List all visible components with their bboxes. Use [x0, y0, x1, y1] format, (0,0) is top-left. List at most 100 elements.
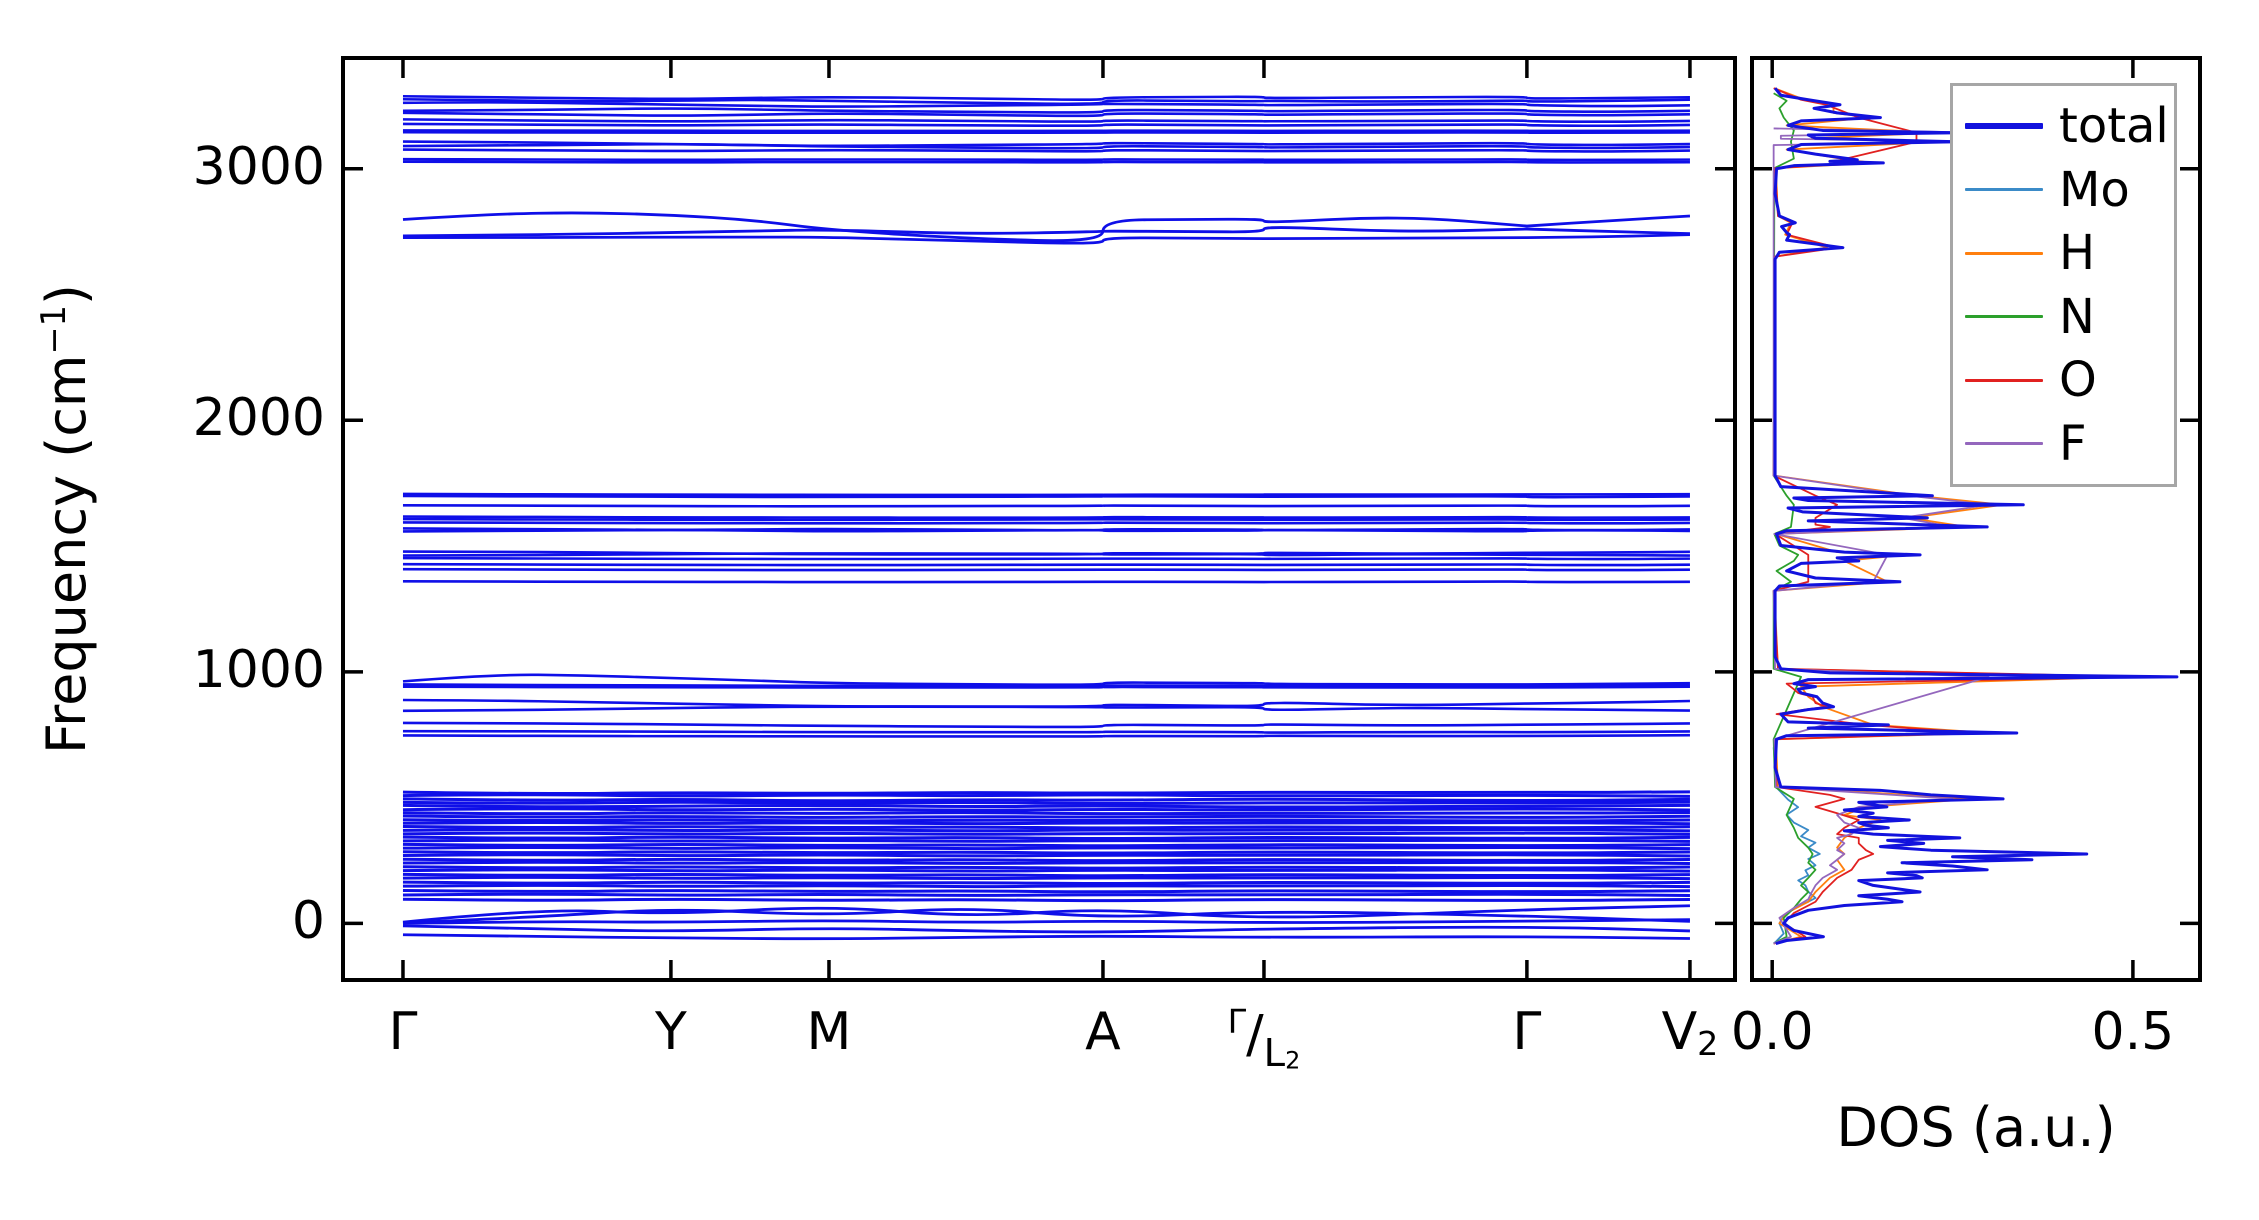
band-line-dense-lattice: [402, 842, 1690, 848]
band-line-bend-1400-1700: [402, 567, 1690, 572]
band-line-dense-lattice: [402, 888, 1690, 894]
band-line-dense-lattice: [402, 872, 1690, 878]
band-structure-lines: [402, 94, 1691, 941]
band-line-dense-lattice: [402, 821, 1690, 826]
y-tick-label-1000: 1000: [192, 639, 325, 700]
band-line-nh-oh-stretch: [402, 157, 1690, 162]
band-line-nh-oh-stretch: [402, 122, 1690, 128]
legend-item-F: F: [1953, 415, 2174, 473]
band-line-lib-750-990: [402, 705, 1690, 713]
band-line-dense-lattice: [402, 825, 1690, 830]
band-line-dense-lattice: [402, 810, 1690, 816]
band-line-nh-oh-stretch: [402, 101, 1690, 108]
band-line-dense-lattice: [402, 793, 1690, 798]
band-line-lib-750-990: [402, 733, 1690, 738]
band-line-dense-lattice: [402, 790, 1690, 796]
tick-label-segment: Γ: [1227, 1002, 1247, 1041]
band-line-nh-oh-stretch: [402, 94, 1690, 101]
band-line-dense-lattice: [402, 857, 1690, 863]
band-line-bend-1400-1700: [402, 556, 1690, 561]
tick-label-segment: /: [1246, 1004, 1264, 1065]
band-line-nh-oh-stretch: [402, 107, 1690, 114]
band-line-dense-lattice: [402, 797, 1690, 803]
k-tick-label-0: Γ: [293, 1003, 513, 1061]
band-line-dense-lattice: [402, 807, 1690, 812]
k-tick-label-5: Γ: [1417, 1002, 1637, 1062]
band-line-bend-1400-1700: [402, 503, 1690, 508]
tick-label-segment: A: [1085, 1002, 1121, 1062]
dos-curves: [1772, 87, 2179, 945]
band-line-dense-lattice: [402, 853, 1690, 858]
band-line-dense-lattice: [402, 803, 1690, 809]
legend-label: O: [2059, 352, 2097, 409]
band-line-dense-lattice: [402, 860, 1690, 866]
band-line-acoustic-soft: [402, 933, 1690, 941]
band-line-bend-1400-1700: [402, 515, 1690, 519]
legend-line-swatch-O: [1965, 378, 2043, 382]
y-axis-label-main: Frequency (cm: [35, 354, 99, 754]
legend-line-swatch-Mo: [1965, 188, 2043, 192]
y-tick-label-3000: 3000: [192, 136, 325, 197]
band-line-dense-lattice: [402, 831, 1690, 836]
legend-item-Mo: Mo: [1953, 161, 2174, 219]
band-line-nh-oh-stretch: [402, 129, 1690, 133]
band-line-dense-lattice: [402, 875, 1690, 881]
band-line-dense-lattice: [402, 814, 1690, 819]
band-line-nh-oh-stretch: [402, 111, 1690, 118]
y-axis-label-superscript: −1: [33, 305, 73, 355]
band-line-dense-lattice: [402, 800, 1690, 806]
legend-line-swatch-H: [1965, 251, 2043, 255]
band-line-nh-oh-stretch: [402, 118, 1690, 124]
band-line-lib-750-990: [402, 721, 1690, 729]
tick-label-segment: Y: [655, 1002, 687, 1062]
legend-label: N: [2059, 288, 2095, 345]
band-line-dense-lattice: [402, 838, 1690, 843]
y-axis-label: Frequency (cm−1): [34, 284, 98, 754]
tick-label-segment: M: [806, 1002, 852, 1062]
tick-label-segment: L: [1263, 1030, 1286, 1076]
legend-item-N: N: [1953, 288, 2174, 346]
band-line-bend-1400-1700: [402, 562, 1690, 567]
band-line-bend-1400-1700: [402, 552, 1690, 557]
band-line-dense-lattice: [402, 850, 1690, 855]
band-line-nh-oh-stretch: [402, 130, 1690, 135]
band-line-dense-lattice: [402, 828, 1690, 833]
band-line-dense-lattice: [402, 868, 1690, 873]
band-line-oh-stretch-2700: [402, 233, 1690, 245]
axes-spines-and-ticks: [341, 56, 2202, 982]
legend-label: Mo: [2059, 161, 2130, 218]
k-tick-label-3: A: [993, 1002, 1213, 1062]
band-line-lib-750-990: [402, 683, 1690, 688]
band-line-lib-750-990: [402, 673, 1690, 686]
tick-label-segment: 2: [1285, 1046, 1301, 1075]
band-line-lib-750-990: [402, 729, 1690, 734]
legend: total Mo H N O F: [1950, 83, 2177, 487]
band-line-lib-750-990: [402, 698, 1690, 708]
y-axis-label-close: ): [35, 284, 99, 306]
band-line-dense-lattice: [402, 883, 1690, 889]
band-line-oh-stretch-2700: [402, 226, 1690, 238]
band-line-bend-1400-1700: [402, 521, 1690, 525]
band-line-nh-oh-stretch: [402, 97, 1690, 106]
band-line-bend-1400-1700: [402, 528, 1690, 533]
tick-label-segment: V: [1661, 1002, 1698, 1062]
dos-curve-N: [1772, 92, 1817, 945]
legend-label: total: [2059, 98, 2169, 155]
band-line-dense-lattice: [402, 818, 1690, 823]
band-line-dense-lattice: [402, 892, 1690, 897]
dos-curve-F: [1772, 127, 1990, 945]
legend-item-O: O: [1953, 351, 2174, 409]
band-line-bend-1400-1700: [402, 579, 1690, 584]
band-line-nh-oh-stretch: [402, 160, 1690, 164]
band-line-lib-750-990: [402, 685, 1690, 689]
band-line-acoustic-soft: [402, 918, 1690, 925]
band-line-nh-oh-stretch: [402, 142, 1690, 150]
legend-line-swatch-F: [1965, 442, 2043, 446]
band-line-nh-oh-stretch: [402, 148, 1690, 153]
band-line-dense-lattice: [402, 845, 1690, 851]
tick-label-segment: Γ: [1512, 1002, 1542, 1062]
y-tick-label-0: 0: [291, 891, 325, 952]
band-line-dense-lattice: [402, 835, 1690, 840]
